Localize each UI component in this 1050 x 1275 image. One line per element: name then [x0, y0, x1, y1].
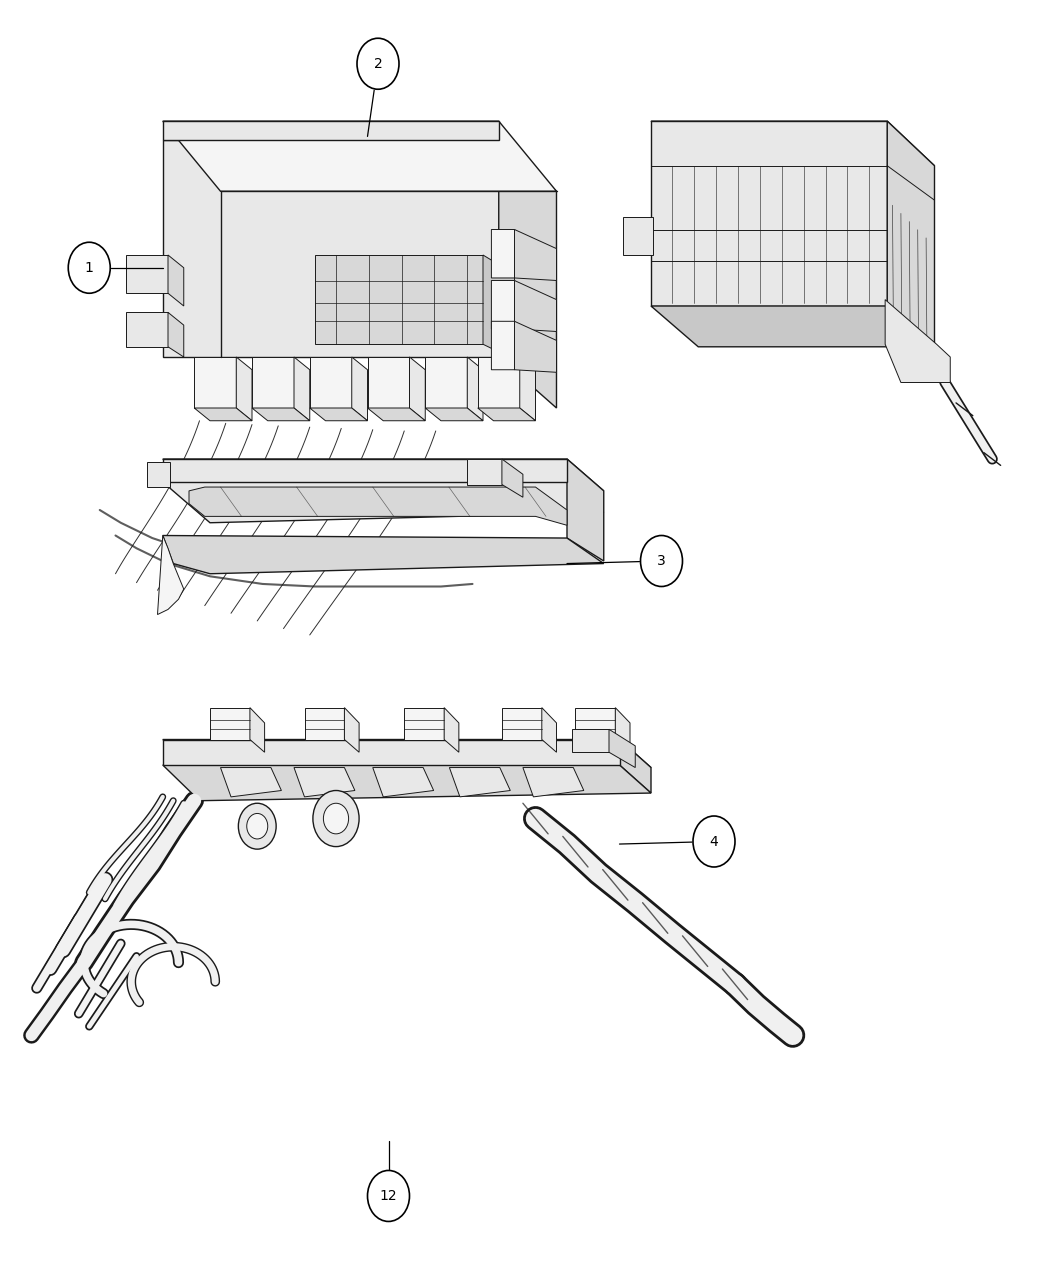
Polygon shape — [158, 536, 184, 615]
Polygon shape — [236, 357, 252, 421]
Circle shape — [238, 803, 276, 849]
Polygon shape — [250, 708, 265, 752]
Polygon shape — [885, 300, 950, 382]
Text: 2: 2 — [374, 57, 382, 70]
Circle shape — [357, 38, 399, 89]
Polygon shape — [344, 708, 359, 752]
Polygon shape — [620, 740, 651, 793]
Text: 12: 12 — [380, 1190, 397, 1202]
Polygon shape — [425, 357, 467, 408]
Polygon shape — [478, 408, 536, 421]
Polygon shape — [567, 459, 604, 561]
Polygon shape — [483, 255, 514, 360]
Polygon shape — [168, 255, 184, 306]
Polygon shape — [194, 357, 236, 408]
Polygon shape — [252, 357, 294, 408]
Polygon shape — [499, 140, 556, 408]
Polygon shape — [467, 357, 483, 421]
Polygon shape — [163, 536, 604, 574]
Polygon shape — [449, 768, 510, 797]
Polygon shape — [210, 708, 250, 740]
Polygon shape — [163, 140, 499, 357]
Polygon shape — [126, 312, 168, 347]
Polygon shape — [163, 121, 499, 140]
Polygon shape — [294, 768, 355, 797]
Polygon shape — [404, 708, 444, 740]
Polygon shape — [294, 357, 310, 421]
Circle shape — [368, 1170, 410, 1221]
Circle shape — [313, 790, 359, 847]
Text: 1: 1 — [85, 261, 93, 274]
Polygon shape — [194, 408, 252, 421]
Polygon shape — [575, 708, 615, 740]
Polygon shape — [220, 768, 281, 797]
Polygon shape — [163, 459, 567, 482]
Circle shape — [693, 816, 735, 867]
Polygon shape — [514, 230, 556, 280]
Polygon shape — [147, 462, 170, 487]
Polygon shape — [467, 459, 502, 484]
Polygon shape — [163, 459, 604, 504]
Polygon shape — [304, 708, 344, 740]
Polygon shape — [352, 357, 367, 421]
Polygon shape — [572, 729, 609, 752]
Polygon shape — [491, 280, 523, 329]
Polygon shape — [163, 482, 604, 523]
Polygon shape — [163, 121, 556, 191]
Polygon shape — [189, 487, 567, 525]
Polygon shape — [315, 255, 483, 344]
Polygon shape — [478, 357, 520, 408]
Polygon shape — [651, 121, 934, 166]
Polygon shape — [491, 230, 523, 278]
Polygon shape — [373, 768, 434, 797]
Circle shape — [640, 536, 682, 586]
Polygon shape — [523, 768, 584, 797]
Circle shape — [68, 242, 110, 293]
Circle shape — [247, 813, 268, 839]
Text: 3: 3 — [657, 555, 666, 567]
Polygon shape — [502, 459, 523, 497]
Polygon shape — [163, 740, 651, 775]
Text: 4: 4 — [710, 835, 718, 848]
Polygon shape — [520, 357, 536, 421]
Polygon shape — [163, 740, 620, 765]
Polygon shape — [368, 408, 425, 421]
Polygon shape — [410, 357, 425, 421]
Polygon shape — [609, 729, 635, 768]
Polygon shape — [615, 708, 630, 752]
Circle shape — [323, 803, 349, 834]
Polygon shape — [491, 321, 523, 370]
Polygon shape — [623, 217, 653, 255]
Polygon shape — [444, 708, 459, 752]
Polygon shape — [310, 357, 352, 408]
Polygon shape — [502, 708, 542, 740]
Polygon shape — [252, 408, 310, 421]
Polygon shape — [168, 312, 184, 357]
Polygon shape — [163, 765, 651, 801]
Polygon shape — [514, 280, 556, 332]
Polygon shape — [514, 321, 556, 372]
Polygon shape — [887, 121, 934, 347]
Polygon shape — [126, 255, 168, 293]
Polygon shape — [368, 357, 410, 408]
Polygon shape — [310, 408, 368, 421]
Polygon shape — [542, 708, 557, 752]
Polygon shape — [425, 408, 483, 421]
Polygon shape — [651, 306, 934, 347]
Polygon shape — [651, 121, 887, 306]
